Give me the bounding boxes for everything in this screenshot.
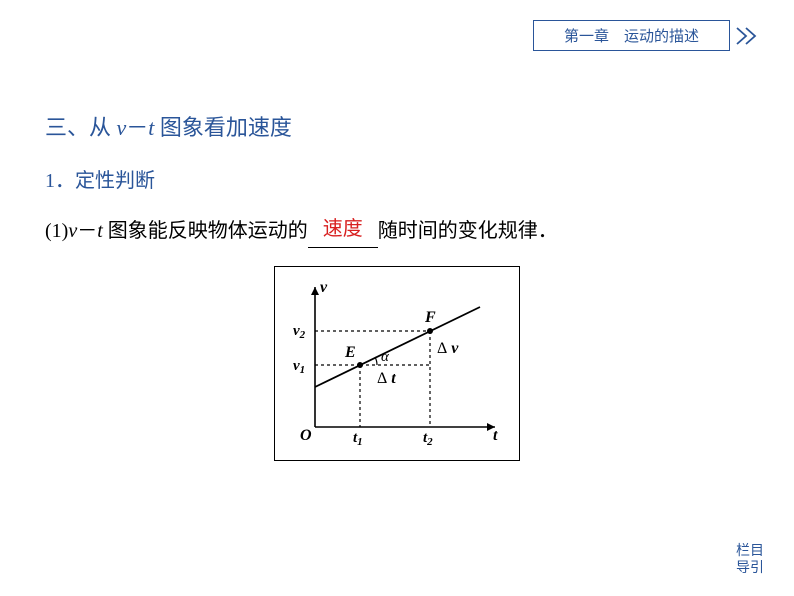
- title-dash: －: [126, 115, 148, 140]
- body-text1: 图象能反映物体运动的: [103, 220, 308, 242]
- delta-t-label: Δ t: [377, 370, 396, 387]
- chapter-label: 第一章 运动的描述: [533, 20, 730, 51]
- nav-line1: 栏目: [736, 544, 764, 561]
- main-content: 三、从 v－t 图象看加速度 1．定性判断 (1)v－t 图象能反映物体运动的速…: [45, 110, 749, 461]
- delta-v-label: Δ v: [437, 340, 459, 357]
- graph-container: v t O v1 v2 t1 t2 E F α Δ t Δ v: [45, 266, 749, 461]
- origin-label: O: [300, 427, 312, 444]
- body-var-v: v: [68, 220, 77, 242]
- chevron-right-icon: [736, 26, 764, 46]
- body-paragraph: (1)v－t 图象能反映物体运动的速度随时间的变化规律．: [45, 215, 749, 248]
- title-var-v: v: [117, 115, 127, 140]
- point-e-label: E: [344, 344, 356, 361]
- nav-button[interactable]: 栏目 导引: [736, 544, 764, 578]
- blank-answer: 速度: [323, 218, 363, 240]
- subtitle: 1．定性判断: [45, 164, 749, 193]
- title-suffix: 图象看加速度: [154, 115, 292, 140]
- t2-label: t2: [423, 430, 433, 447]
- fill-blank: 速度: [308, 215, 378, 248]
- vt-graph: v t O v1 v2 t1 t2 E F α Δ t Δ v: [274, 266, 520, 461]
- title-prefix: 三、从: [45, 115, 117, 140]
- axis-v-label: v: [320, 279, 328, 296]
- nav-line2: 导引: [736, 561, 764, 578]
- section-title: 三、从 v－t 图象看加速度: [45, 110, 749, 142]
- axis-t-label: t: [493, 427, 498, 444]
- body-dash: －: [77, 220, 97, 242]
- v1-label: v1: [293, 358, 305, 376]
- v2-label: v2: [293, 323, 306, 341]
- angle-label: α: [381, 349, 390, 365]
- chapter-header: 第一章 运动的描述: [533, 20, 764, 51]
- body-text2: 随时间的变化规律．: [378, 220, 558, 242]
- point-f-label: F: [424, 309, 436, 326]
- t1-label: t1: [353, 430, 363, 447]
- body-prefix: (1): [45, 220, 68, 242]
